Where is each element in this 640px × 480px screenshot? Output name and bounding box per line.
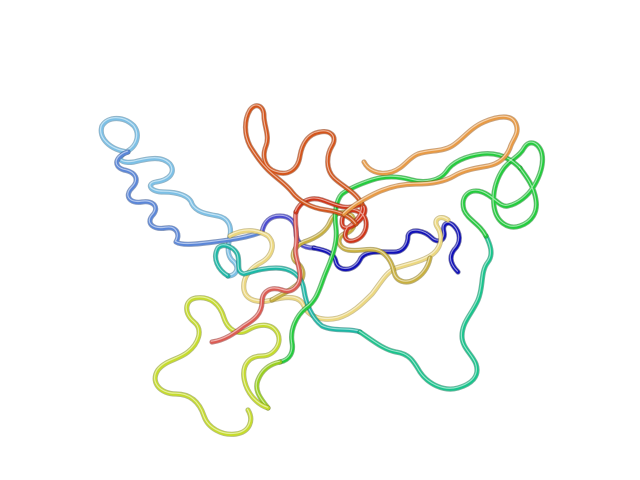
segment-cornflower-helix (114, 149, 265, 247)
segment-teal (213, 242, 363, 335)
segment-yellow-green (152, 295, 282, 437)
segment-lime (254, 359, 283, 411)
segment-orange (341, 114, 520, 217)
segment-red-c-terminus (293, 196, 369, 244)
segment-blue-n-terminus (311, 220, 462, 275)
segment-orange-red (242, 103, 365, 227)
segment-salmon (209, 209, 303, 345)
segment-sea-green (357, 233, 494, 392)
segment-green (277, 140, 546, 365)
